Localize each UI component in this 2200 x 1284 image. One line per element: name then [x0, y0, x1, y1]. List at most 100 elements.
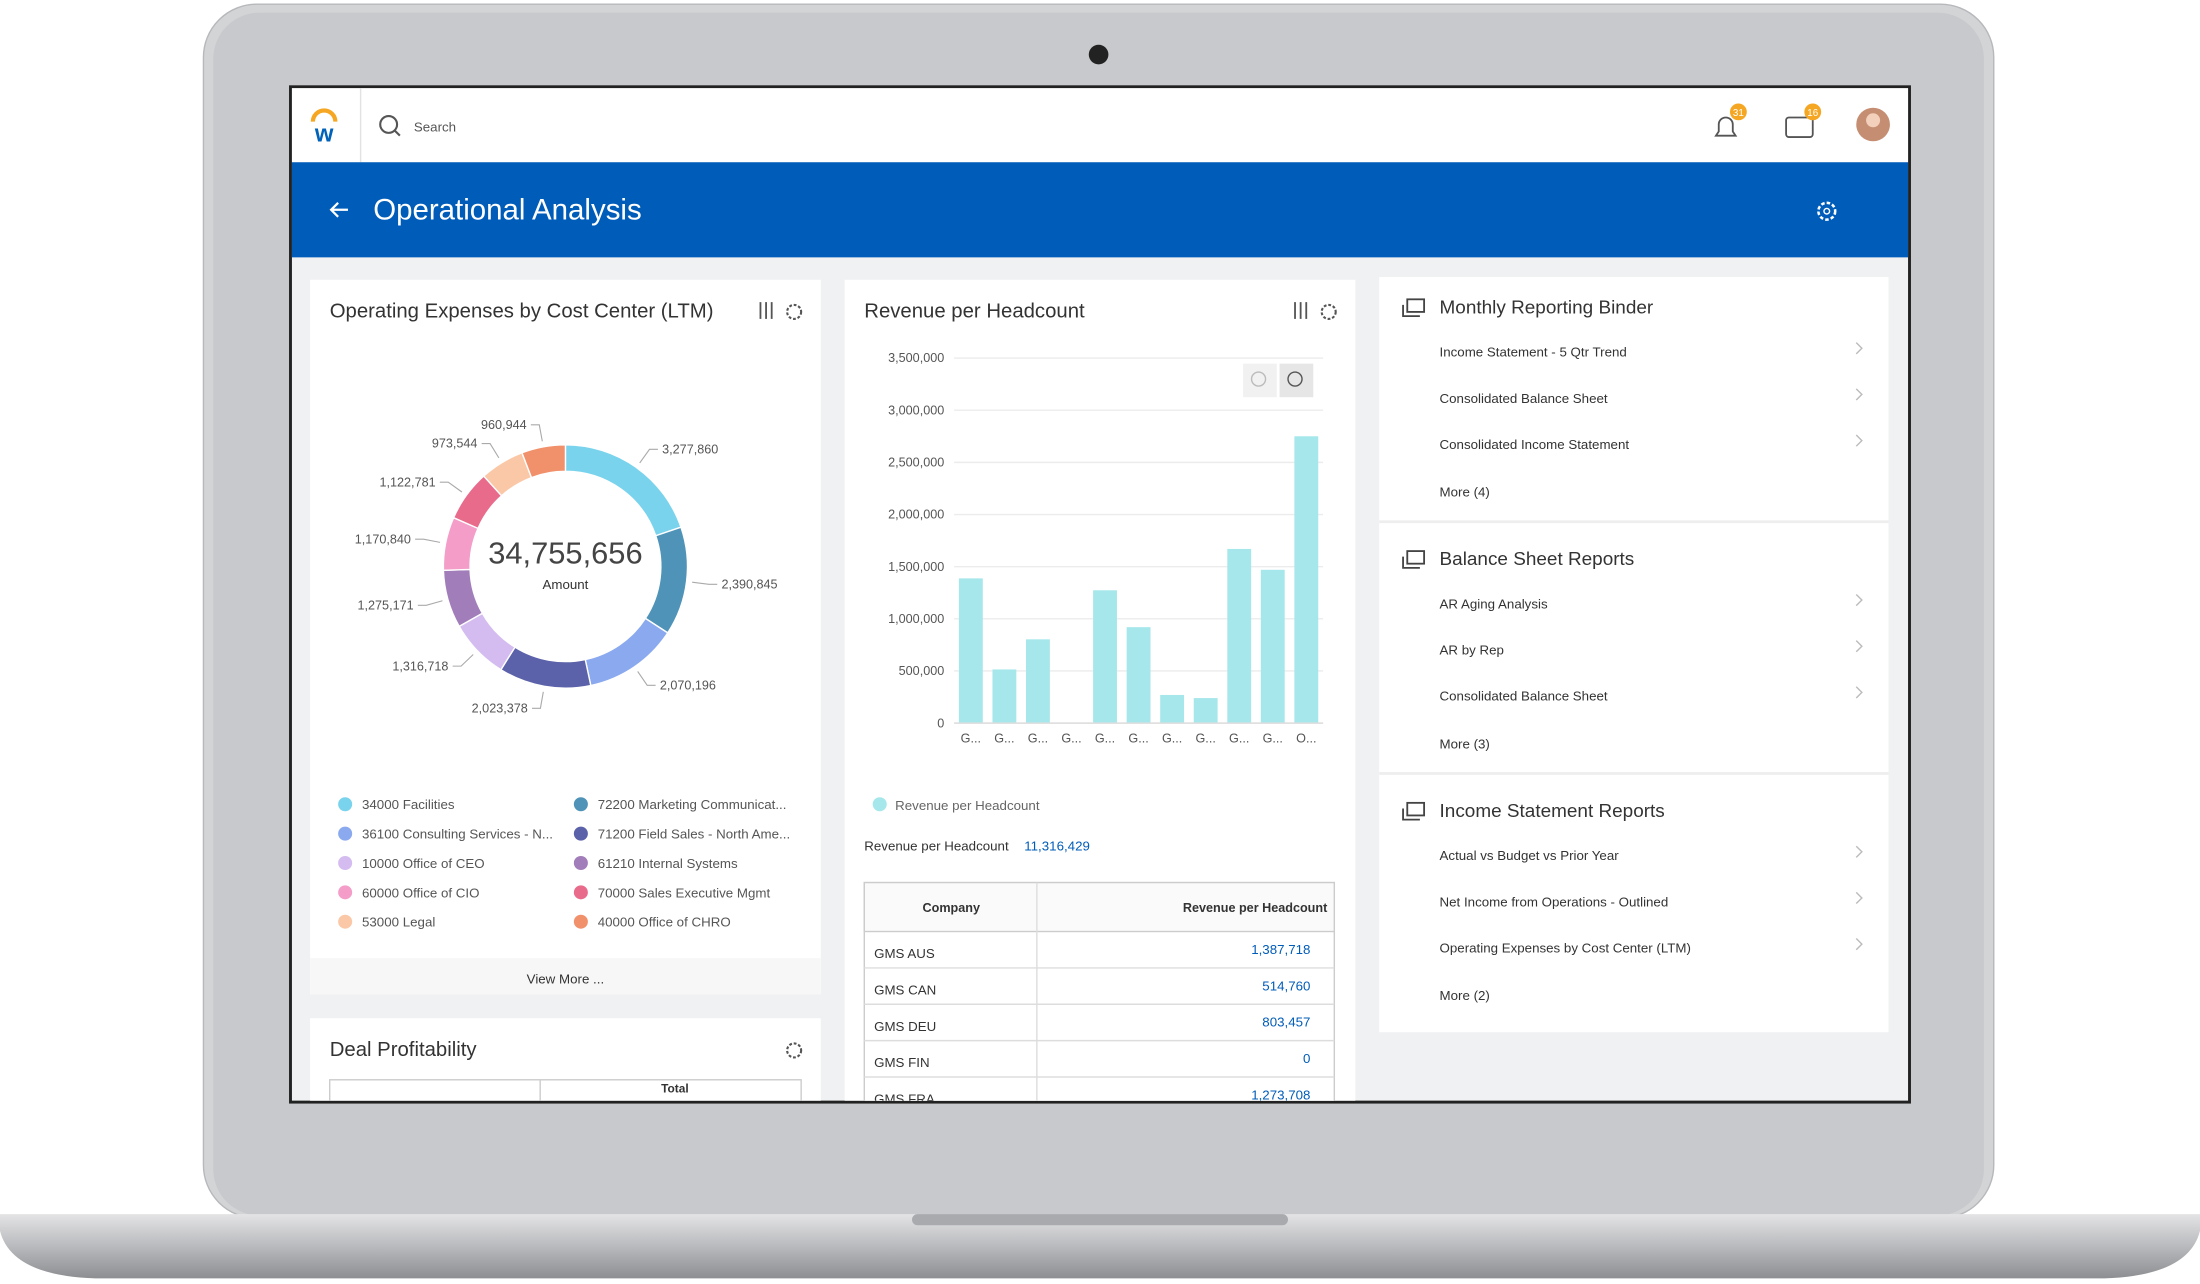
- zoom-out[interactable]: [1243, 363, 1277, 398]
- report-link[interactable]: AR by Rep: [1440, 643, 1504, 658]
- bar: [1026, 639, 1050, 724]
- report-link[interactable]: Consolidated Balance Sheet: [1440, 689, 1608, 704]
- column-header: Revenue per Headcount: [1183, 901, 1328, 915]
- summary-value[interactable]: 11,316,429: [1024, 838, 1090, 853]
- chevron[interactable]: [1855, 686, 1863, 699]
- search-input[interactable]: Search: [414, 119, 456, 134]
- leader-line: [452, 654, 474, 667]
- more-link[interactable]: More (4): [1440, 485, 1490, 500]
- inbox-icon[interactable]: [1785, 116, 1814, 138]
- legend-swatch: [573, 914, 588, 929]
- section-title: Balance Sheet Reports: [1440, 549, 1635, 570]
- zoom-in[interactable]: [1279, 363, 1314, 398]
- legend-label: 60000 Office of CIO: [362, 885, 479, 900]
- data-label: 2,390,845: [721, 578, 777, 592]
- chevron[interactable]: [1855, 342, 1863, 355]
- card-footer[interactable]: [310, 958, 821, 995]
- badge: [1804, 103, 1822, 121]
- x-tick-label: G...: [1162, 732, 1182, 746]
- report-link[interactable]: Net Income from Operations - Outlined: [1440, 894, 1669, 909]
- chevron[interactable]: [1855, 845, 1863, 858]
- section-icon: [1402, 808, 1420, 821]
- logo: w: [314, 120, 334, 147]
- settings-icon[interactable]: [786, 1042, 803, 1059]
- bar: [1160, 694, 1185, 724]
- settings-icon[interactable]: [786, 303, 803, 320]
- search-icon[interactable]: [379, 115, 399, 134]
- section-icon: [1406, 550, 1426, 565]
- bar: [1126, 627, 1151, 724]
- bar: [958, 578, 983, 724]
- report-link[interactable]: Actual vs Budget vs Prior Year: [1440, 848, 1620, 863]
- legend-label: 10000 Office of CEO: [362, 856, 485, 871]
- more-link[interactable]: More (2): [1440, 988, 1490, 1003]
- y-tick-label: 500,000: [899, 664, 945, 678]
- camera: [1088, 44, 1109, 65]
- donut-center-label: Amount: [542, 577, 588, 592]
- report-link[interactable]: AR Aging Analysis: [1440, 596, 1548, 611]
- table-cell: GMS FRA: [874, 1092, 935, 1107]
- report-link[interactable]: Operating Expenses by Cost Center (LTM): [1440, 941, 1691, 956]
- report-link[interactable]: Income Statement - 5 Qtr Trend: [1440, 345, 1627, 360]
- bell-icon[interactable]: [1714, 116, 1738, 137]
- bar: [1193, 698, 1218, 724]
- more-link[interactable]: More (3): [1440, 736, 1490, 751]
- leader-line: [530, 424, 543, 442]
- table-cell[interactable]: 0: [1303, 1051, 1310, 1066]
- card: [310, 1018, 821, 1101]
- hinge-notch: [911, 1214, 1289, 1226]
- data-label: 1,170,840: [355, 532, 411, 546]
- section-icon: [1402, 304, 1420, 318]
- settings-icon: [1823, 207, 1831, 215]
- data-label: 3,277,860: [662, 443, 718, 457]
- legend-label: Revenue per Headcount: [895, 798, 1040, 813]
- chevron[interactable]: [1855, 891, 1863, 905]
- y-tick-label: 3,000,000: [888, 403, 944, 417]
- chevron[interactable]: [1855, 434, 1863, 447]
- screen: w Search 31 16 Operational Analysis Oper…: [291, 88, 1909, 1107]
- bar: [1294, 436, 1319, 724]
- chevron[interactable]: [1855, 938, 1863, 951]
- leader-line: [415, 538, 441, 543]
- card: [310, 279, 821, 995]
- y-tick-label: 1,500,000: [888, 560, 944, 574]
- y-tick-label: 3,500,000: [888, 351, 944, 365]
- settings-icon[interactable]: [1320, 303, 1337, 320]
- legend-swatch: [338, 797, 353, 812]
- search-icon: [393, 129, 401, 137]
- card-title: Deal Profitability: [330, 1039, 478, 1061]
- data-label: 1,275,171: [358, 599, 414, 613]
- data-label: 1,316,718: [392, 659, 448, 673]
- report-link[interactable]: Consolidated Income Statement: [1440, 437, 1630, 452]
- settings-icon[interactable]: [1817, 201, 1837, 221]
- table-cell[interactable]: 1,273,708: [1251, 1087, 1310, 1102]
- chevron[interactable]: [1855, 388, 1863, 401]
- bar: [992, 669, 1017, 724]
- table-cell: GMS CAN: [874, 982, 936, 997]
- back-arrow[interactable]: [329, 202, 348, 218]
- table-cell[interactable]: 514,760: [1262, 978, 1310, 993]
- leader-line: [531, 691, 544, 709]
- legend-swatch: [573, 885, 588, 900]
- x-tick-label: G...: [1263, 732, 1283, 746]
- section-gap: [1379, 520, 1889, 524]
- table-cell[interactable]: 803,457: [1262, 1015, 1310, 1030]
- legend-label: 53000 Legal: [362, 915, 435, 930]
- legend-label: 36100 Consulting Services - N...: [362, 827, 553, 842]
- leader-line: [439, 481, 463, 493]
- leader-line: [637, 671, 656, 686]
- view-more[interactable]: View More ...: [527, 971, 604, 986]
- legend-swatch: [573, 797, 588, 812]
- table-cell[interactable]: 1,387,718: [1251, 942, 1310, 957]
- card-title: Revenue per Headcount: [864, 301, 1085, 323]
- report-link[interactable]: Consolidated Balance Sheet: [1440, 391, 1608, 406]
- column-header: Company: [923, 901, 980, 915]
- chevron[interactable]: [1855, 593, 1863, 607]
- y-tick-label: 1,000,000: [888, 612, 944, 626]
- leader-line: [692, 581, 718, 585]
- legend-swatch: [338, 885, 353, 900]
- chevron[interactable]: [1855, 640, 1863, 653]
- data-label: 2,023,378: [472, 702, 528, 716]
